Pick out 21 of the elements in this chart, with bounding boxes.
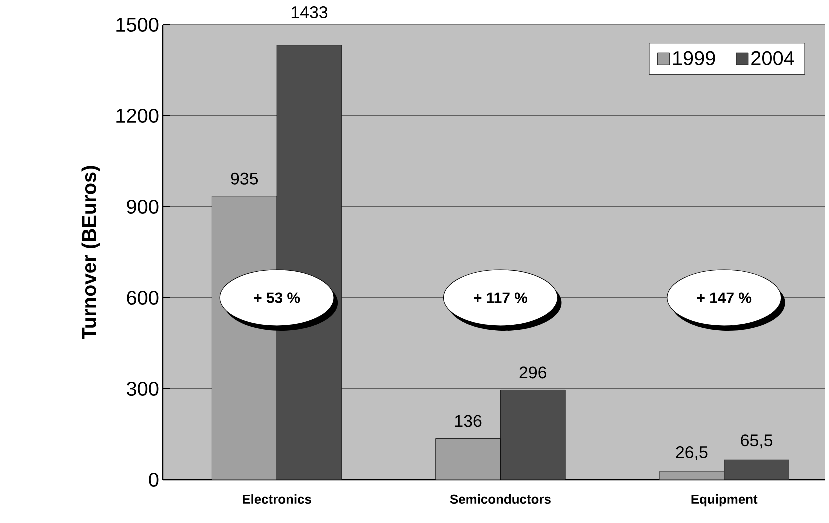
y-tick-label: 0 xyxy=(149,472,159,488)
annotation: + 147 % xyxy=(697,292,752,304)
data-label: 935 xyxy=(231,172,258,185)
data-label: 136 xyxy=(455,415,482,428)
y-tick-label: 1200 xyxy=(116,108,159,124)
legend-label: 1999 xyxy=(673,51,716,66)
legend-label: 2004 xyxy=(752,51,794,66)
x-tick-label: Semiconductors xyxy=(450,494,551,504)
annotation: + 53 % xyxy=(254,292,300,304)
data-label: 65,5 xyxy=(741,434,773,449)
y-tick-label: 600 xyxy=(127,290,159,306)
data-label: 26,5 xyxy=(676,446,708,460)
y-tick-label: 900 xyxy=(127,200,159,214)
data-label: 296 xyxy=(520,366,547,379)
y-tick-label: 1500 xyxy=(116,18,159,32)
annotation: + 117 % xyxy=(474,292,528,304)
data-label: 1433 xyxy=(292,6,328,18)
y-axis-title: Turnover (BEuros) xyxy=(82,166,100,340)
x-tick-label: Electronics xyxy=(243,494,312,504)
x-tick-label: Equipment xyxy=(692,494,758,507)
y-tick-label: 300 xyxy=(127,382,159,396)
